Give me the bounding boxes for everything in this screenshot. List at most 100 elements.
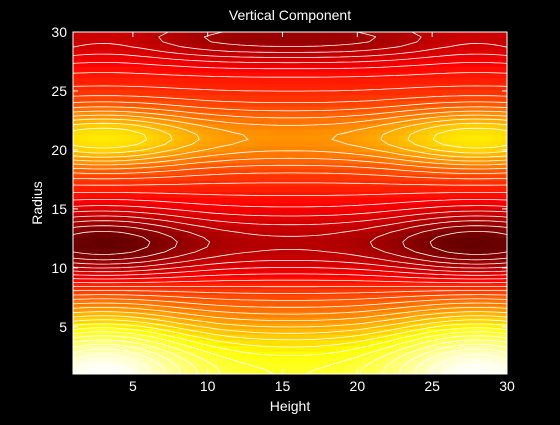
heatmap-cell: [492, 322, 501, 329]
contour-line: [73, 361, 507, 374]
heatmap-cell: [123, 111, 132, 119]
heatmap-cell: [290, 305, 298, 312]
heatmap-cell: [290, 180, 298, 187]
heatmap-cell: [441, 49, 450, 56]
heatmap-cell: [109, 242, 117, 250]
heatmap-cell: [340, 231, 349, 238]
heatmap-cell: [318, 100, 327, 107]
heatmap-cell: [138, 49, 146, 56]
heatmap-cell: [94, 49, 103, 56]
heatmap-cell: [427, 106, 436, 113]
heatmap-cell: [203, 94, 212, 101]
heatmap-cell: [203, 208, 212, 215]
heatmap-cell: [253, 32, 262, 39]
heatmap-cell: [463, 362, 472, 369]
heatmap-cell: [333, 368, 342, 374]
heatmap-cell: [470, 248, 479, 255]
heatmap-cell: [304, 271, 313, 278]
heatmap-cell: [434, 242, 443, 250]
heatmap-cell: [311, 231, 320, 238]
heatmap-cell: [297, 294, 306, 301]
heatmap-cell: [174, 208, 183, 215]
heatmap-cell: [376, 163, 385, 170]
heatmap-cell: [492, 351, 501, 358]
heatmap-cell: [174, 191, 183, 198]
heatmap-cell: [463, 214, 472, 221]
heatmap-cell: [253, 37, 262, 44]
heatmap-cell: [362, 185, 371, 193]
heatmap-cell: [434, 49, 443, 56]
heatmap-cell: [152, 49, 161, 56]
heatmap-cell: [73, 71, 81, 79]
heatmap-cell: [311, 208, 320, 215]
heatmap-cell: [333, 299, 342, 307]
heatmap-cell: [427, 277, 436, 284]
heatmap-cell: [297, 254, 306, 261]
heatmap-cell: [87, 237, 96, 244]
heatmap-cell: [109, 174, 117, 181]
heatmap-cell: [101, 305, 110, 312]
heatmap-cell: [304, 106, 313, 113]
heatmap-cell: [340, 254, 349, 261]
heatmap-cell: [253, 282, 262, 290]
heatmap-cell: [376, 140, 385, 147]
heatmap-cell: [412, 89, 421, 96]
heatmap-cell: [188, 83, 197, 90]
heatmap-cell: [376, 356, 385, 364]
heatmap-cell: [398, 60, 407, 67]
heatmap-cell: [80, 174, 89, 181]
heatmap-cell: [181, 146, 190, 153]
heatmap-cell: [362, 174, 371, 181]
heatmap-cell: [470, 163, 479, 170]
heatmap-cell: [167, 185, 175, 193]
heatmap-cell: [167, 60, 175, 67]
heatmap-cell: [253, 203, 262, 210]
heatmap-cell: [224, 37, 233, 44]
heatmap-cell: [434, 265, 443, 272]
heatmap-cell: [470, 106, 479, 113]
heatmap-cell: [456, 134, 465, 141]
heatmap-cell: [80, 77, 89, 84]
heatmap-cell: [326, 282, 334, 290]
heatmap-cell: [268, 339, 277, 347]
heatmap-cell: [470, 277, 479, 284]
heatmap-cell: [384, 197, 392, 204]
heatmap-cell: [420, 248, 429, 255]
heatmap-cell: [203, 220, 212, 227]
heatmap-cell: [94, 94, 103, 101]
heatmap-cell: [174, 89, 183, 96]
heatmap-cell: [195, 254, 204, 261]
heatmap-cell: [94, 208, 103, 215]
heatmap-cell: [73, 356, 81, 364]
heatmap-cell: [441, 71, 450, 79]
heatmap-cell: [138, 368, 146, 374]
heatmap-cell: [203, 163, 212, 170]
heatmap-cell: [80, 334, 89, 341]
heatmap-cell: [449, 174, 457, 181]
heatmap-cell: [181, 231, 190, 238]
heatmap-cell: [412, 174, 421, 181]
heatmap-cell: [290, 174, 298, 181]
heatmap-cell: [232, 220, 240, 227]
heatmap-cell: [268, 322, 277, 329]
heatmap-cell: [398, 168, 407, 176]
heatmap-cell: [420, 225, 429, 233]
heatmap-cell: [94, 128, 103, 136]
heatmap-cell: [355, 32, 363, 39]
heatmap-cell: [304, 157, 313, 164]
heatmap-cell: [485, 356, 494, 364]
heatmap-cell: [282, 191, 291, 198]
heatmap-cell: [340, 317, 349, 324]
heatmap-cell: [210, 60, 219, 67]
heatmap-cell: [138, 100, 146, 107]
heatmap-cell: [463, 168, 472, 176]
heatmap-cell: [326, 288, 334, 295]
heatmap-cell: [441, 94, 450, 101]
heatmap-cell: [333, 37, 342, 44]
heatmap-cell: [427, 94, 436, 101]
heatmap-cell: [384, 254, 392, 261]
heatmap-cell: [478, 168, 486, 176]
heatmap-cell: [434, 368, 443, 374]
heatmap-cell: [116, 362, 125, 369]
heatmap-cell: [362, 43, 371, 50]
